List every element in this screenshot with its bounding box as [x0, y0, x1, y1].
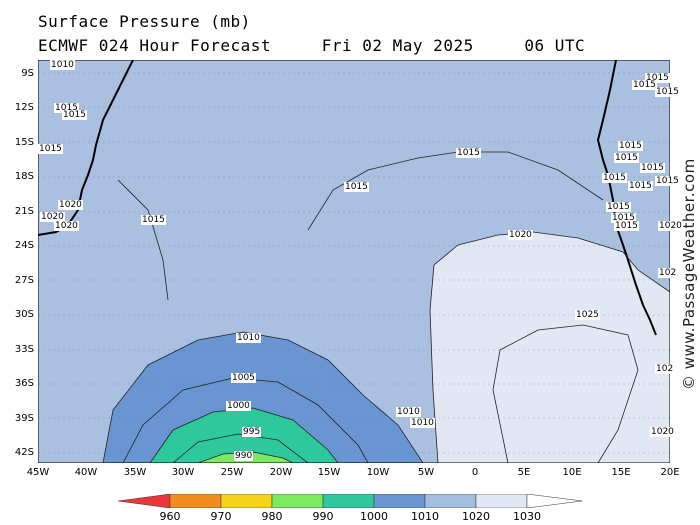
isobar-label: 1005 [231, 373, 256, 383]
watermark: © www.PassageWeather.com [680, 158, 698, 390]
lon-label: 20W [269, 467, 293, 478]
isobar-label: 1015 [344, 182, 369, 192]
isobar-label: 990 [234, 451, 254, 461]
pressure-map [38, 60, 670, 463]
colorbar-segment [475, 494, 528, 508]
isobar-label: 1020 [54, 221, 79, 231]
lon-label: 35W [123, 467, 147, 478]
lon-label: 45W [26, 467, 50, 478]
lon-label: 40W [74, 467, 98, 478]
colorbar-label: 1030 [513, 510, 541, 523]
colorbar-label: 960 [159, 510, 181, 523]
colorbar-segment [169, 494, 222, 508]
lat-label: 33S [14, 344, 34, 355]
isobar-label: 1015 [614, 153, 639, 163]
isobar-label: 1015 [655, 87, 680, 97]
colorbar-label: 1010 [411, 510, 439, 523]
lat-label: 24S [14, 240, 34, 251]
isobar-label: 1015 [62, 110, 87, 120]
isobar-1015-west [117, 179, 169, 301]
lat-label: 21S [14, 206, 34, 217]
isobar-label: 1025 [575, 310, 600, 320]
lon-label: 5W [417, 467, 435, 478]
isobar-label: 1015 [38, 144, 63, 154]
isobar-1020 [429, 231, 670, 463]
lon-label: 10W [366, 467, 390, 478]
colorbar-high-arrow [526, 494, 582, 508]
map-title: Surface Pressure (mb) [38, 12, 251, 31]
colorbar-label: 970 [210, 510, 232, 523]
colorbar-segment [220, 494, 273, 508]
lon-label: 10E [562, 467, 582, 478]
colorbar-low-arrow [118, 494, 171, 508]
band-1020-1030 [430, 232, 670, 463]
isobar-label: 1015 [640, 163, 665, 173]
lat-label: 30S [14, 309, 34, 320]
isobar-label: 1015 [54, 103, 79, 113]
colorbar-label: 1020 [462, 510, 490, 523]
isobar-label: 1010 [410, 418, 435, 428]
isobar-label: 1015 [611, 213, 636, 223]
lat-label: 18S [14, 171, 34, 182]
isobar-1025 [492, 324, 639, 463]
isobar-label: 1020 [40, 212, 65, 222]
colorbar-segment [271, 494, 324, 508]
isobar-label: 995 [242, 427, 262, 437]
isobar-label: 1020 [58, 200, 83, 210]
lat-label: 39S [14, 413, 34, 424]
lon-label: 25W [220, 467, 244, 478]
isobar-label: 1020 [650, 427, 675, 437]
isobar-label: 1000 [226, 401, 251, 411]
lat-label: 42S [14, 447, 34, 458]
map-subtitle: ECMWF 024 Hour Forecast Fri 02 May 2025 … [38, 36, 586, 55]
isobar-label: 1010 [50, 60, 75, 70]
isobar-label: 1015 [606, 202, 631, 212]
lon-label: 15E [611, 467, 631, 478]
colorbar-label: 980 [261, 510, 283, 523]
isobar-1015 [307, 151, 604, 231]
isobar-label: 1015 [602, 173, 627, 183]
colorbar-segment [322, 494, 375, 508]
isobar-label: 1015 [618, 141, 643, 151]
isobar-label: 1015 [456, 148, 481, 158]
lat-label: 27S [14, 275, 34, 286]
isobar-995 [172, 433, 309, 463]
lat-label: 9S [21, 68, 34, 79]
isobar-1000 [149, 407, 339, 463]
colorbar-segment [373, 494, 426, 508]
isobar-label: 1015 [628, 181, 653, 191]
colorbar-label: 1000 [360, 510, 388, 523]
lon-label: 30W [171, 467, 195, 478]
isobar-1010 [102, 331, 424, 463]
isobar-label: 1015 [614, 221, 639, 231]
isobar-label: 1010 [236, 333, 261, 343]
africa-coast [596, 60, 657, 336]
lon-label: 20E [660, 467, 680, 478]
isobar-label: 1020 [658, 221, 683, 231]
isobar-label: 1010 [396, 407, 421, 417]
isobar-label: 1020 [508, 230, 533, 240]
lon-label: 15W [317, 467, 341, 478]
isobar-label: 102 [655, 364, 675, 374]
colorbar [118, 494, 582, 508]
lon-label: 5E [517, 467, 531, 478]
colorbar-label: 990 [312, 510, 334, 523]
isobar-label: 1015 [632, 80, 657, 90]
lat-label: 15S [14, 137, 34, 148]
colorbar-segment [424, 494, 477, 508]
isobar-label: 1015 [645, 73, 670, 83]
isobar-label: 1015 [141, 215, 166, 225]
lat-label: 36S [14, 378, 34, 389]
lon-label: 0 [471, 467, 479, 478]
isobar-label: 102 [658, 268, 678, 278]
lat-label: 12S [14, 102, 34, 113]
grid [38, 72, 670, 454]
isobar-label: 1015 [655, 176, 680, 186]
